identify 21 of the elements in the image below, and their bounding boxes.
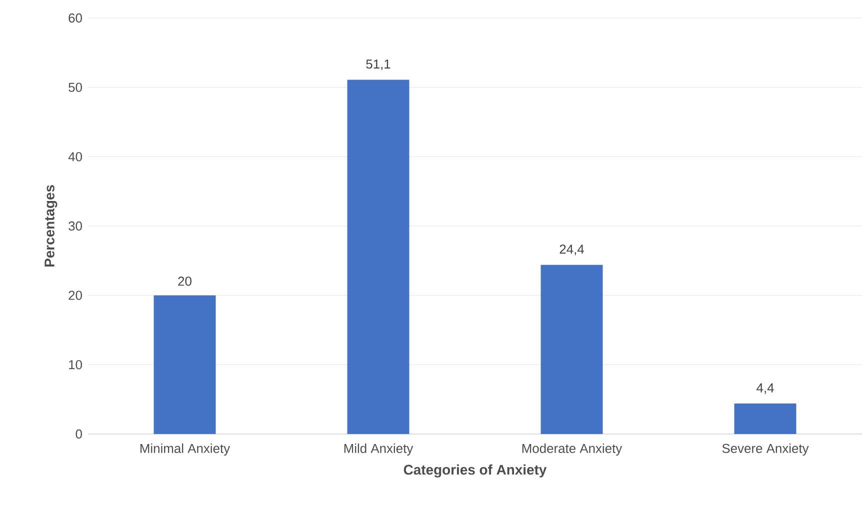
x-axis-title: Categories of Anxiety	[404, 464, 547, 478]
y-tick-label: 60	[68, 13, 82, 23]
y-tick-label: 40	[68, 152, 82, 162]
y-tick-label: 0	[76, 429, 82, 439]
data-label: 4,4	[756, 383, 774, 394]
bar	[154, 295, 216, 434]
bar	[734, 403, 796, 434]
x-tick-label: Severe Anxiety	[722, 444, 809, 456]
y-tick-label: 20	[68, 290, 82, 300]
x-tick-label: Minimal Anxiety	[140, 444, 230, 456]
y-axis-title: Percentages	[44, 185, 58, 267]
y-tick-label: 50	[68, 82, 82, 92]
x-tick-label: Moderate Anxiety	[522, 444, 622, 456]
data-label: 20	[178, 276, 192, 286]
y-tick-label: 10	[69, 360, 82, 370]
data-label: 24,4	[560, 244, 584, 256]
data-label: 51,1	[366, 60, 390, 70]
bar	[540, 264, 603, 434]
y-tick-label: 30	[68, 221, 82, 231]
x-tick-label: Mild Anxiety	[344, 444, 414, 456]
bar	[347, 80, 410, 434]
